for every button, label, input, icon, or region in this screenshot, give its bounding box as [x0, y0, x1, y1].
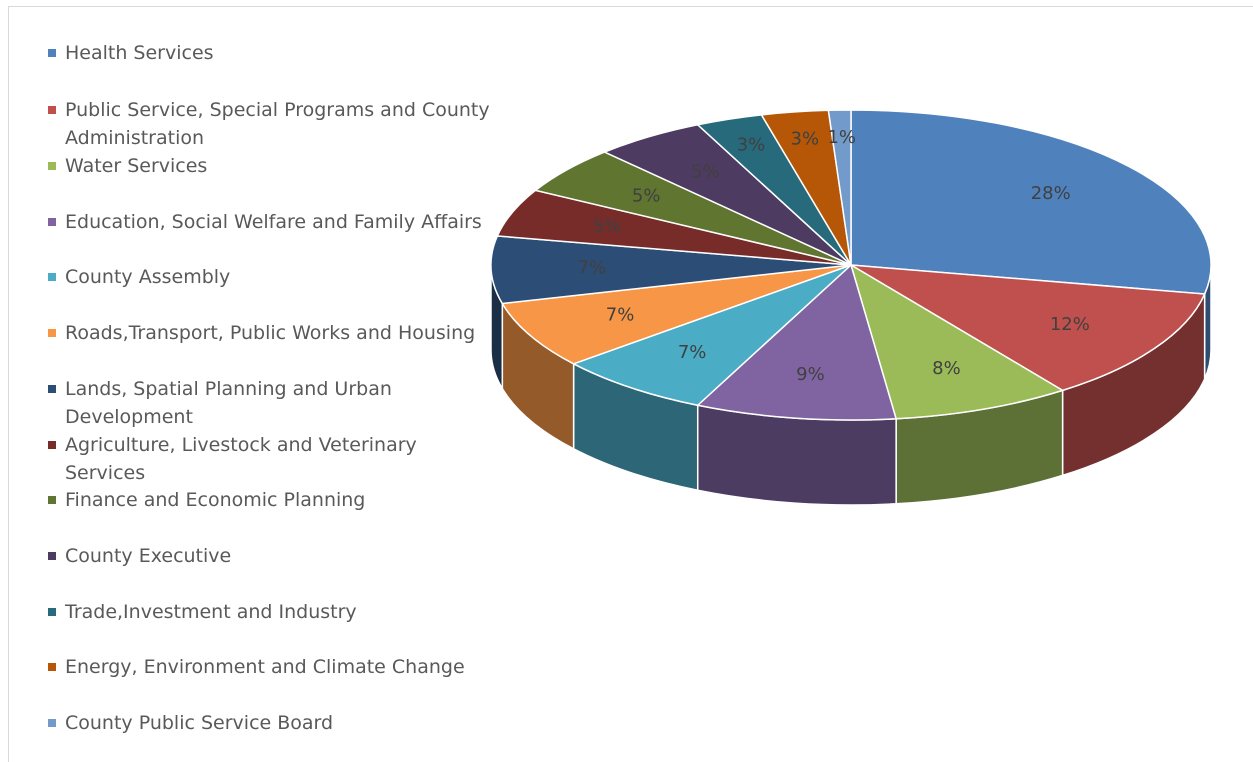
- data-label: 8%: [932, 358, 961, 379]
- legend-label: Health Services: [65, 42, 214, 64]
- legend-item: Water Services: [48, 152, 498, 180]
- legend-swatch: [48, 329, 56, 338]
- slice: [501, 264, 852, 365]
- data-label: 3%: [791, 128, 820, 149]
- legend-swatch: [48, 719, 56, 727]
- legend-item: Agriculture, Livestock and Veterinary Se…: [48, 431, 498, 487]
- legend-item: Finance and Economic Planning: [48, 486, 498, 514]
- slice: [827, 109, 852, 266]
- legend-item: County Executive: [48, 542, 498, 570]
- legend-label: Trade,Investment and Industry: [65, 600, 357, 623]
- legend-label: Agriculture, Livestock and Veterinary Se…: [65, 433, 417, 484]
- data-label: 3%: [737, 134, 766, 155]
- slice: [571, 264, 852, 407]
- data-label: 7%: [578, 258, 607, 279]
- legend-label: Water Services: [65, 155, 208, 177]
- data-label: 5%: [691, 162, 720, 183]
- legend-swatch: [48, 440, 56, 449]
- slice: [490, 235, 852, 305]
- legend-label: Finance and Economic Planning: [65, 489, 366, 512]
- legend-label: Roads,Transport, Public Works and Housin…: [65, 322, 476, 345]
- legend-swatch: [48, 607, 56, 616]
- legend-swatch: [48, 273, 56, 282]
- legend-swatch: [48, 217, 56, 226]
- legend-item: Energy, Environment and Climate Change: [48, 653, 498, 681]
- legend-swatch: [48, 663, 56, 672]
- slice: [850, 264, 1206, 392]
- slice: [850, 109, 1212, 295]
- legend-item: Education, Social Welfare and Family Aff…: [48, 208, 498, 236]
- legend-swatch: [48, 384, 56, 393]
- slice: [849, 263, 1065, 420]
- legend-swatch: [48, 496, 56, 505]
- legend-item: Trade,Investment and Industry: [48, 598, 498, 626]
- legend-label: Energy, Environment and Climate Change: [65, 656, 465, 679]
- legend-item: Health Services: [48, 39, 498, 67]
- legend-swatch: [48, 106, 56, 114]
- legend-label: County Public Service Board: [65, 712, 334, 734]
- data-label: 1%: [827, 127, 856, 148]
- data-label: 12%: [1050, 314, 1090, 335]
- legend-swatch: [48, 551, 56, 560]
- slice: [696, 263, 898, 421]
- data-label: 5%: [632, 186, 661, 207]
- data-label: 28%: [1031, 183, 1071, 204]
- legend-label: County Assembly: [65, 266, 231, 289]
- data-label: 7%: [678, 342, 707, 363]
- data-label: 9%: [796, 364, 825, 385]
- legend-item: County Public Service Board: [48, 709, 498, 737]
- frame-border: [8, 6, 1253, 762]
- legend-label: County Executive: [65, 544, 232, 567]
- legend-item: Public Service, Special Programs and Cou…: [48, 96, 498, 152]
- legend-label: Public Service, Special Programs and Cou…: [65, 99, 490, 149]
- data-label: 5%: [593, 216, 622, 237]
- legend-item: Roads,Transport, Public Works and Housin…: [48, 319, 498, 347]
- legend-label: Lands, Spatial Planning and Urban Develo…: [65, 377, 392, 428]
- legend-item: Lands, Spatial Planning and Urban Develo…: [48, 375, 498, 431]
- legend-swatch: [48, 49, 56, 57]
- data-label: 7%: [606, 305, 635, 326]
- legend-item: County Assembly: [48, 263, 498, 291]
- legend-swatch: [48, 162, 56, 170]
- legend-label: Education, Social Welfare and Family Aff…: [65, 210, 482, 233]
